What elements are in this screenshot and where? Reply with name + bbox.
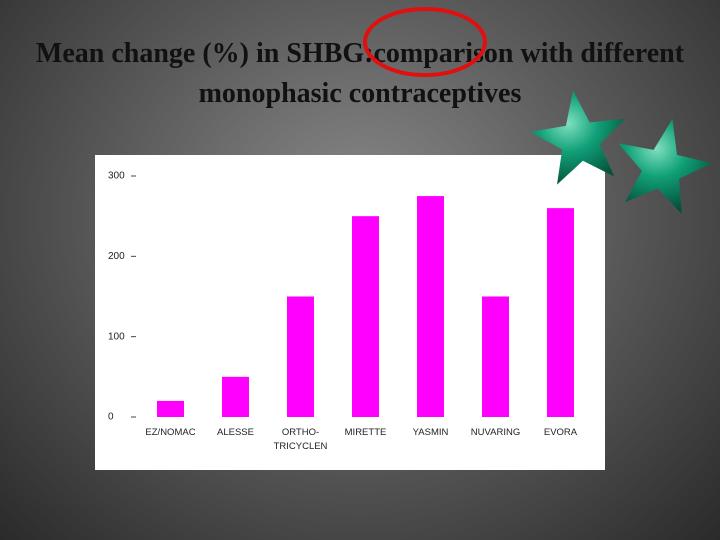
y-tick-label: 200 (108, 251, 125, 262)
bar (287, 296, 314, 417)
x-tick-label: NUVARING (470, 427, 521, 438)
y-tick-label: 100 (108, 331, 125, 342)
plot-panel (95, 155, 605, 470)
x-tick-label: EZ/NOMAC (145, 427, 196, 438)
x-tick-label: EVORA (543, 427, 578, 438)
bar (157, 400, 184, 417)
bar (417, 196, 444, 417)
bar (482, 296, 509, 417)
x-tick-label: MIRETTE (344, 427, 387, 438)
y-tick-label: 300 (108, 171, 125, 182)
chart-title: Mean change (%) in SHBG:comparison with … (35, 38, 685, 109)
x-tick-label: YASMIN (412, 427, 449, 438)
y-tick-label: 0 (108, 412, 114, 423)
bar (547, 208, 574, 417)
x-tick-label: ORTHO- TRICYCLEN (273, 427, 328, 452)
x-tick-label: ALESSE (217, 427, 254, 438)
bar (222, 376, 249, 417)
bar (352, 216, 379, 417)
